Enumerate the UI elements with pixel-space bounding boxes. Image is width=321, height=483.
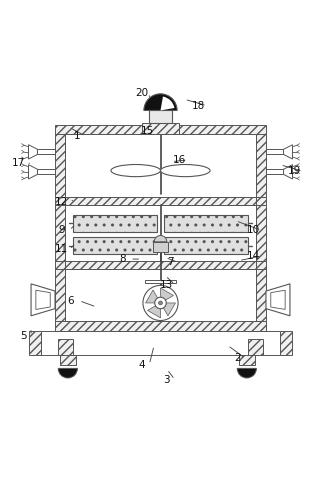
Ellipse shape (111, 165, 160, 177)
Bar (256, 197, 266, 205)
Text: 2: 2 (234, 353, 240, 363)
Bar (55, 321, 266, 331)
Bar (248, 339, 263, 355)
Circle shape (159, 301, 162, 305)
Bar (65, 261, 256, 269)
Text: 19: 19 (288, 166, 301, 176)
Polygon shape (160, 288, 173, 303)
Bar (164, 215, 248, 231)
Bar (142, 123, 179, 134)
Bar (256, 261, 266, 269)
Bar (149, 111, 172, 123)
Wedge shape (144, 94, 177, 111)
Polygon shape (148, 303, 160, 318)
Wedge shape (58, 369, 77, 378)
Text: 7: 7 (167, 257, 173, 267)
Text: 12: 12 (55, 197, 68, 207)
Bar (55, 261, 65, 269)
Text: 1: 1 (74, 131, 81, 141)
Bar (55, 205, 65, 261)
Bar (158, 123, 163, 131)
Bar (41, 331, 280, 355)
Polygon shape (145, 290, 160, 303)
Bar (266, 149, 283, 155)
Bar (58, 339, 73, 355)
Bar (55, 197, 65, 205)
Text: 16: 16 (173, 155, 186, 165)
Bar (65, 134, 256, 197)
Polygon shape (271, 290, 285, 310)
Polygon shape (29, 165, 38, 179)
Text: 20: 20 (135, 88, 148, 98)
Bar (65, 205, 256, 261)
Text: 3: 3 (164, 375, 170, 384)
Text: 15: 15 (141, 126, 154, 136)
Text: 14: 14 (247, 251, 260, 261)
Circle shape (155, 297, 166, 309)
Bar (73, 237, 157, 254)
Polygon shape (31, 284, 55, 316)
Text: 4: 4 (138, 359, 145, 369)
Bar (55, 134, 65, 197)
Text: 13: 13 (160, 280, 174, 290)
Polygon shape (36, 290, 50, 310)
Polygon shape (283, 165, 292, 179)
Bar (55, 269, 65, 331)
Bar (60, 355, 76, 365)
Text: 18: 18 (192, 100, 205, 111)
Bar (65, 197, 256, 205)
Polygon shape (283, 145, 292, 159)
Bar (280, 331, 291, 355)
Bar (55, 125, 266, 134)
Bar (266, 169, 283, 174)
Bar (239, 355, 255, 365)
Bar (256, 205, 266, 261)
Polygon shape (29, 145, 38, 159)
Bar (38, 169, 55, 174)
Bar (38, 149, 55, 155)
Wedge shape (154, 236, 167, 242)
Polygon shape (160, 303, 176, 316)
Text: 5: 5 (20, 331, 26, 341)
Text: 11: 11 (55, 244, 68, 255)
Bar (256, 269, 266, 331)
Bar (164, 237, 248, 254)
Ellipse shape (160, 165, 210, 177)
Text: 6: 6 (68, 296, 74, 306)
Text: 8: 8 (119, 254, 126, 264)
Bar (30, 331, 41, 355)
Text: 17: 17 (12, 158, 25, 168)
Bar (256, 134, 266, 197)
Circle shape (143, 285, 178, 321)
Bar (144, 280, 177, 284)
Text: 9: 9 (58, 225, 65, 235)
Polygon shape (266, 284, 290, 316)
Wedge shape (160, 97, 174, 111)
Wedge shape (237, 369, 256, 378)
Bar (65, 269, 256, 321)
Text: 10: 10 (247, 225, 260, 235)
Bar (73, 215, 157, 231)
Bar (153, 242, 168, 252)
